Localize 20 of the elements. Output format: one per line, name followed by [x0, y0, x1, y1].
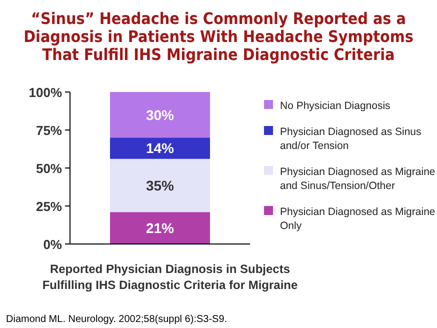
bar [110, 158, 210, 212]
y-tick-label: 25% [36, 199, 62, 214]
data-label: 30% [146, 106, 175, 123]
legend-label: Physician Diagnosed as Migraine Only [280, 206, 436, 232]
bar [110, 138, 210, 159]
data-label: 14% [146, 140, 175, 156]
bar [110, 212, 210, 244]
text: Diamond ML. Neurology. 2002;58(suppl 6):S3-S9. [6, 314, 228, 325]
legend-label: Physician Diagnosed as Sinus and/or Tension [280, 126, 422, 152]
y-tick-label: 0% [43, 237, 62, 252]
legend-label: No Physician Diagnosis [280, 100, 390, 112]
legend-label: Physician Diagnosed as Migraine and Sinus/Tension/Other [280, 166, 436, 192]
y-tick-label: 50% [36, 161, 62, 176]
y-tick-label: 75% [36, 123, 62, 138]
data-label: 35% [146, 177, 175, 194]
x-axis-title: Reported Physician Diagnosis in Subjects Fulfilling IHS Diagnostic Criteria for Migraine [42, 262, 298, 292]
y-tick-label: 100% [28, 85, 62, 100]
bar [110, 92, 210, 138]
data-label: 21% [146, 220, 175, 236]
chart-title: “Sinus” Headache is Commonly Reported as a Diagnosis in Patients With Headache Symptoms That Fulfill IHS Migraine Diagnostic Criteria [24, 9, 414, 64]
